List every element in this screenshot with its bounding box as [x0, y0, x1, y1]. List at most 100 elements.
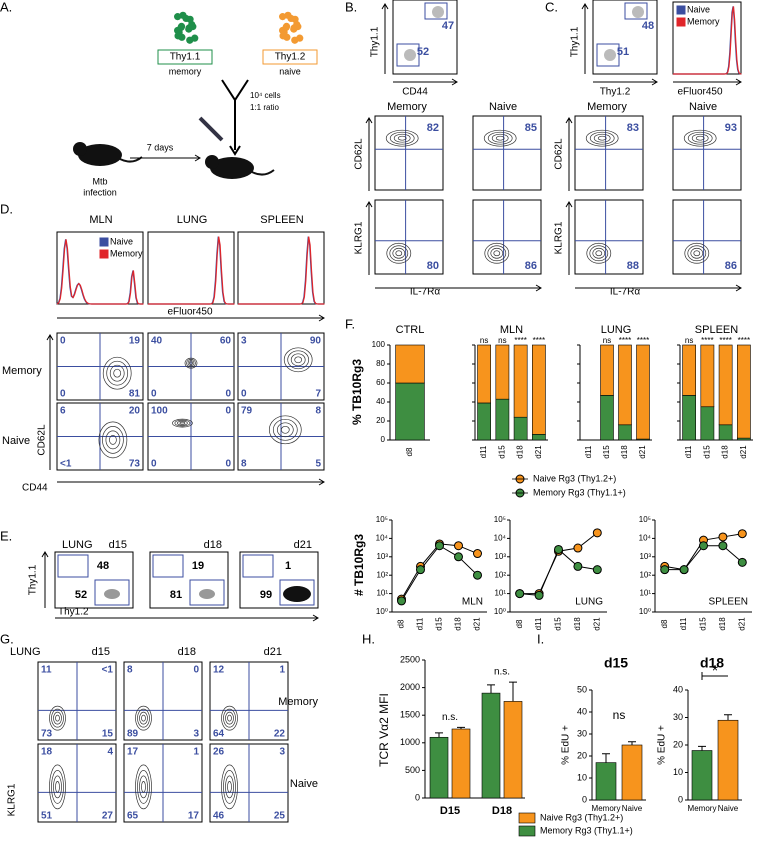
histogram-trace: [56, 239, 144, 305]
legend-swatch: [99, 237, 109, 247]
label: Naive: [2, 435, 30, 447]
cell: [186, 36, 194, 44]
arrow-head: [229, 145, 241, 156]
quadrant-value: 73: [41, 729, 53, 740]
y-tick-label: 10²: [376, 570, 388, 579]
bar-segment: [700, 344, 715, 408]
contour: [385, 129, 419, 147]
significance: *: [712, 663, 718, 680]
quadrant-value: 89: [127, 729, 139, 740]
contour: [493, 250, 501, 257]
contour: [109, 364, 125, 382]
error-bar: [435, 732, 443, 738]
quadrant-value: 60: [220, 336, 232, 347]
plot-frame: [239, 551, 319, 609]
x-tick-label: D15: [440, 805, 460, 817]
cell: [177, 22, 186, 30]
contour: [585, 129, 619, 147]
x-tick-label: d21: [592, 617, 601, 631]
contour: [135, 705, 152, 731]
contour: [687, 131, 713, 145]
label: CD62L: [37, 424, 48, 456]
label: Thy1.2: [58, 607, 89, 618]
contour: [53, 775, 62, 799]
label: % EdU +: [657, 725, 668, 765]
cell: [179, 11, 187, 19]
legend-label: Naive Rg3 (Thy1.2+): [533, 473, 616, 483]
contour: [593, 133, 611, 143]
contour: [141, 781, 146, 793]
quadrant-value: 8: [315, 406, 321, 417]
label: KLRG1: [354, 221, 365, 254]
contour: [49, 764, 66, 810]
contour: [290, 353, 306, 367]
contour: [393, 133, 411, 143]
plot-frame: [574, 115, 644, 191]
legend-swatch: [676, 5, 686, 15]
contour: [687, 245, 707, 262]
gate: [242, 554, 274, 578]
point: [718, 541, 728, 551]
y-tick-label: 40: [376, 397, 385, 406]
arrow-head: [581, 3, 589, 10]
quadrant-value: 51: [41, 811, 53, 822]
panel-letter: C.: [545, 0, 558, 14]
bar-segment: [495, 398, 510, 441]
point: [737, 557, 747, 567]
series-line: [519, 548, 598, 596]
contour: [392, 247, 406, 259]
x-tick-label: d21: [534, 445, 543, 459]
y-tick-label: 1500: [400, 710, 420, 720]
quadrant-value: 17: [188, 811, 200, 822]
contour: [137, 770, 150, 804]
contour: [389, 131, 415, 145]
y-tick-label: 10⁵: [639, 515, 651, 524]
plot-frame: [472, 199, 542, 275]
contour: [184, 357, 198, 369]
bar-segment: [618, 344, 632, 426]
cell: [282, 22, 291, 30]
y-tick-label: 30: [673, 712, 683, 722]
cell: [291, 15, 299, 23]
y-tick-label: 10¹: [494, 589, 506, 598]
label: # TB10Rg3: [352, 534, 366, 596]
quadrant-value: 1: [193, 747, 199, 758]
label: % TB10Rg3: [350, 359, 364, 425]
gate-value: 19: [192, 560, 204, 572]
y-tick-label: 20: [673, 739, 683, 749]
contour: [179, 421, 186, 425]
gate-value: 81: [170, 589, 182, 601]
bar: [717, 719, 739, 801]
contour: [487, 245, 507, 262]
significance: ns: [603, 336, 611, 345]
significance: ****: [701, 336, 713, 345]
significance: ns: [480, 336, 488, 345]
label: LUNG: [601, 324, 632, 336]
panel-letter: A.: [0, 0, 12, 14]
contour: [397, 135, 407, 141]
label: LUNG: [10, 646, 41, 658]
arrow-head: [565, 201, 573, 208]
contour: [139, 711, 148, 725]
y-tick-label: 10⁴: [376, 534, 389, 543]
quadrant-value: 15: [102, 729, 114, 740]
label: eFluor450: [677, 87, 722, 98]
label: IL-7Rα: [610, 287, 640, 298]
label: LUNG: [177, 214, 208, 226]
y-tick-label: 10⁰: [639, 607, 651, 616]
gate-value: 83: [627, 122, 639, 134]
quadrant-value: 4: [107, 747, 113, 758]
contour: [113, 368, 122, 378]
significance: ****: [719, 336, 731, 345]
panel-letter: B.: [345, 0, 357, 14]
gate: [152, 554, 184, 578]
quadrant-value: 65: [127, 811, 139, 822]
point: [660, 565, 670, 575]
label: Thy1.1: [370, 26, 381, 57]
y-tick-label: 80: [376, 359, 385, 368]
contour: [223, 708, 236, 728]
label: LUNG: [575, 597, 603, 608]
quadrant-value: 3: [279, 747, 285, 758]
bar-segment: [682, 395, 696, 441]
label: 10⁴ cells: [250, 91, 281, 100]
